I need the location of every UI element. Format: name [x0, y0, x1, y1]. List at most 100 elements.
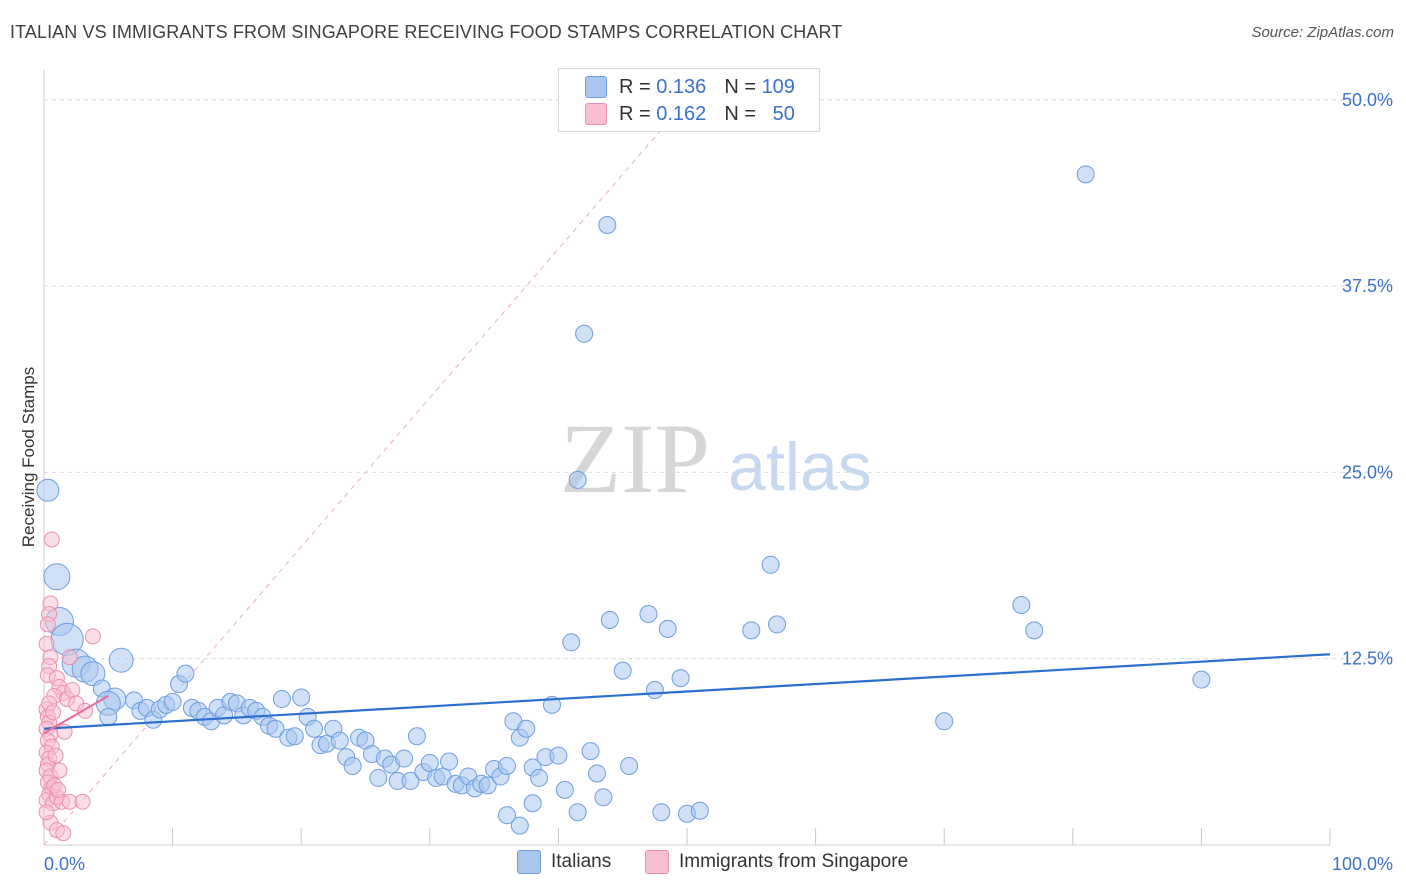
italians-point: [407, 727, 426, 746]
singapore-point: [61, 649, 78, 666]
legend-swatch-blue: [585, 76, 607, 98]
trend-lines: [43, 653, 1331, 735]
italians-point: [523, 794, 542, 813]
italians-trend-line: [43, 653, 1331, 730]
italians-point: [671, 669, 690, 688]
y-tick-label: 25.0%: [1342, 462, 1393, 482]
singapore-point: [47, 747, 64, 764]
singapore-point: [74, 793, 91, 810]
italians-point: [620, 757, 639, 776]
singapore-point: [43, 531, 60, 548]
italians-point: [497, 806, 516, 825]
italians-point: [639, 604, 658, 623]
y-tick-label: 37.5%: [1342, 276, 1393, 296]
italians-point: [1012, 596, 1031, 615]
italians-point: [761, 555, 780, 574]
italians-point: [497, 757, 516, 776]
singapore-points: [38, 531, 101, 842]
stats-legend: R = 0.136 N = 109 R = 0.162 N = 50: [558, 68, 820, 132]
italians-point: [568, 803, 587, 822]
italians-point: [600, 610, 619, 629]
source-label: Source: ZipAtlas.com: [1251, 24, 1394, 41]
italians-point: [163, 692, 182, 711]
italians-points: [36, 165, 1211, 835]
singapore-point: [38, 635, 55, 652]
italians-point: [285, 727, 304, 746]
italians-point: [658, 619, 677, 638]
italians-point: [369, 768, 388, 787]
singapore-point: [51, 762, 68, 779]
legend-item-singapore[interactable]: Immigrants from Singapore: [645, 850, 908, 874]
legend-n-value: 109: [761, 75, 795, 98]
italians-point: [594, 788, 613, 807]
legend-r-label: R =: [619, 102, 651, 125]
italians-point: [420, 754, 439, 773]
italians-point: [292, 688, 311, 707]
legend-n-label: N =: [724, 102, 756, 125]
italians-point: [768, 615, 787, 634]
italians-point: [272, 689, 291, 708]
legend-label-singapore: Immigrants from Singapore: [679, 851, 909, 872]
x-tick-label: 100.0%: [1332, 854, 1393, 874]
italians-point: [401, 771, 420, 790]
legend-item-italians[interactable]: Italians: [517, 850, 611, 874]
legend-row-italians: R = 0.136 N = 109: [585, 74, 795, 100]
legend-r-value: 0.136: [656, 75, 707, 98]
legend-swatch-singapore: [645, 850, 669, 874]
italians-point: [1076, 165, 1095, 184]
italians-point: [742, 621, 761, 640]
watermark-zip: ZIP: [560, 403, 710, 514]
italians-point: [690, 801, 709, 820]
italians-point: [478, 776, 497, 795]
italians-point: [562, 633, 581, 652]
italians-point: [613, 661, 632, 680]
singapore-point: [55, 825, 72, 842]
singapore-trend-line: [43, 695, 109, 735]
italians-point: [1192, 670, 1211, 689]
italians-point: [176, 664, 195, 683]
y-tick-label: 12.5%: [1342, 649, 1393, 669]
grid-lines: [44, 99, 1395, 660]
italians-point: [555, 780, 574, 799]
legend-swatch-italians: [517, 850, 541, 874]
italians-point: [652, 803, 671, 822]
italians-point: [305, 719, 324, 738]
italians-point: [568, 470, 587, 489]
italians-point: [80, 661, 106, 687]
series-legend: Italians Immigrants from Singapore: [0, 850, 1406, 880]
italians-point: [330, 731, 349, 750]
watermark: ZIP atlas: [560, 403, 872, 514]
singapore-point: [64, 682, 81, 698]
italians-point: [108, 647, 134, 673]
italians-point: [575, 324, 594, 343]
legend-n-value: 50: [772, 102, 795, 125]
x-tick-label: 0.0%: [44, 854, 85, 874]
italians-point: [510, 816, 529, 835]
singapore-point: [50, 781, 67, 798]
singapore-point: [38, 804, 55, 821]
legend-r-value: 0.162: [656, 102, 707, 125]
italians-point: [517, 719, 536, 738]
italians-point: [343, 757, 362, 776]
italians-point: [549, 746, 568, 765]
italians-point: [598, 216, 617, 234]
singapore-point: [39, 616, 56, 633]
singapore-point: [84, 628, 101, 645]
italians-point: [395, 749, 414, 768]
legend-swatch-pink: [585, 103, 607, 125]
italians-point: [935, 712, 954, 731]
italians-point: [581, 742, 600, 761]
legend-label-italians: Italians: [551, 851, 612, 872]
italians-point: [36, 478, 60, 502]
italians-point: [99, 707, 118, 726]
legend-r-label: R =: [619, 75, 651, 98]
chart-title: ITALIAN VS IMMIGRANTS FROM SINGAPORE REC…: [10, 22, 843, 42]
italians-point: [43, 563, 71, 591]
italians-point: [266, 719, 285, 738]
y-axis-label: Receiving Food Stamps: [19, 367, 38, 547]
tick-labels: 12.5% 25.0% 37.5% 50.0% 0.0% 100.0%: [44, 90, 1393, 874]
y-tick-label: 50.0%: [1342, 90, 1393, 110]
italians-point: [587, 764, 606, 783]
italians-point: [645, 681, 664, 699]
